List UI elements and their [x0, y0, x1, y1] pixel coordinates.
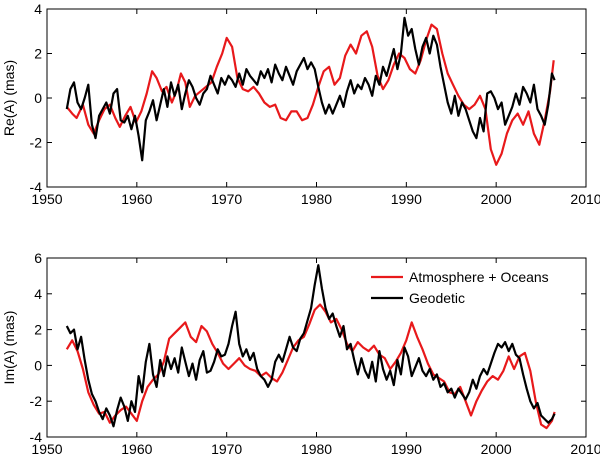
series-line-geodetic — [65, 16, 556, 162]
x-tick-label: 1960 — [121, 191, 152, 207]
y-tick-label: 0 — [34, 90, 42, 106]
legend-label-geodetic: Geodetic — [409, 290, 465, 306]
x-tick-label: 1970 — [211, 441, 242, 457]
y-tick-label: 4 — [34, 1, 42, 17]
y-tick-label: 6 — [34, 250, 42, 266]
y-axis-label: Im(A) (mas) — [1, 311, 17, 385]
y-tick-label: -2 — [30, 135, 43, 151]
x-tick-label: 2000 — [481, 441, 512, 457]
series-line-atmosphere-oceans — [65, 23, 555, 166]
x-tick-label: 1950 — [31, 441, 62, 457]
x-tick-label: 1950 — [31, 191, 62, 207]
y-tick-label: 2 — [34, 46, 42, 62]
panel-real-part: 1950 1960 1970 1980 1990 2000 2010 -4 -2 0 2 4 Re(A)… — [1, 1, 600, 207]
panel-imaginary-part: 1950 1960 1970 1980 1990 2000 2010 -4 -2 0 2 4 6 Im(A… — [1, 250, 600, 457]
x-tick-label: 1960 — [121, 441, 152, 457]
x-tick-label: 2000 — [481, 191, 512, 207]
x-tick-label: 1990 — [391, 441, 422, 457]
series-line-atmosphere-oceans — [65, 303, 556, 430]
x-tick-label: 1980 — [301, 191, 332, 207]
y-tick-label: -2 — [30, 393, 43, 409]
x-tick-label: 1980 — [301, 441, 332, 457]
legend: Atmosphere + Oceans Geodetic — [371, 269, 549, 306]
series-line-geodetic — [65, 264, 556, 428]
y-tick-label: -4 — [30, 179, 43, 195]
legend-label-atmosphere-oceans: Atmosphere + Oceans — [409, 269, 549, 285]
y-tick-label: 2 — [34, 322, 42, 338]
axes-frame — [46, 8, 587, 188]
x-tick-label: 2010 — [570, 441, 600, 457]
y-tick-label: 0 — [34, 357, 42, 373]
x-tick-label: 2010 — [570, 191, 600, 207]
x-tick-label: 1990 — [391, 191, 422, 207]
y-tick-label: 4 — [34, 286, 42, 302]
y-axis-label: Re(A) (mas) — [1, 60, 17, 136]
x-tick-label: 1970 — [211, 191, 242, 207]
y-tick-label: -4 — [30, 429, 43, 445]
